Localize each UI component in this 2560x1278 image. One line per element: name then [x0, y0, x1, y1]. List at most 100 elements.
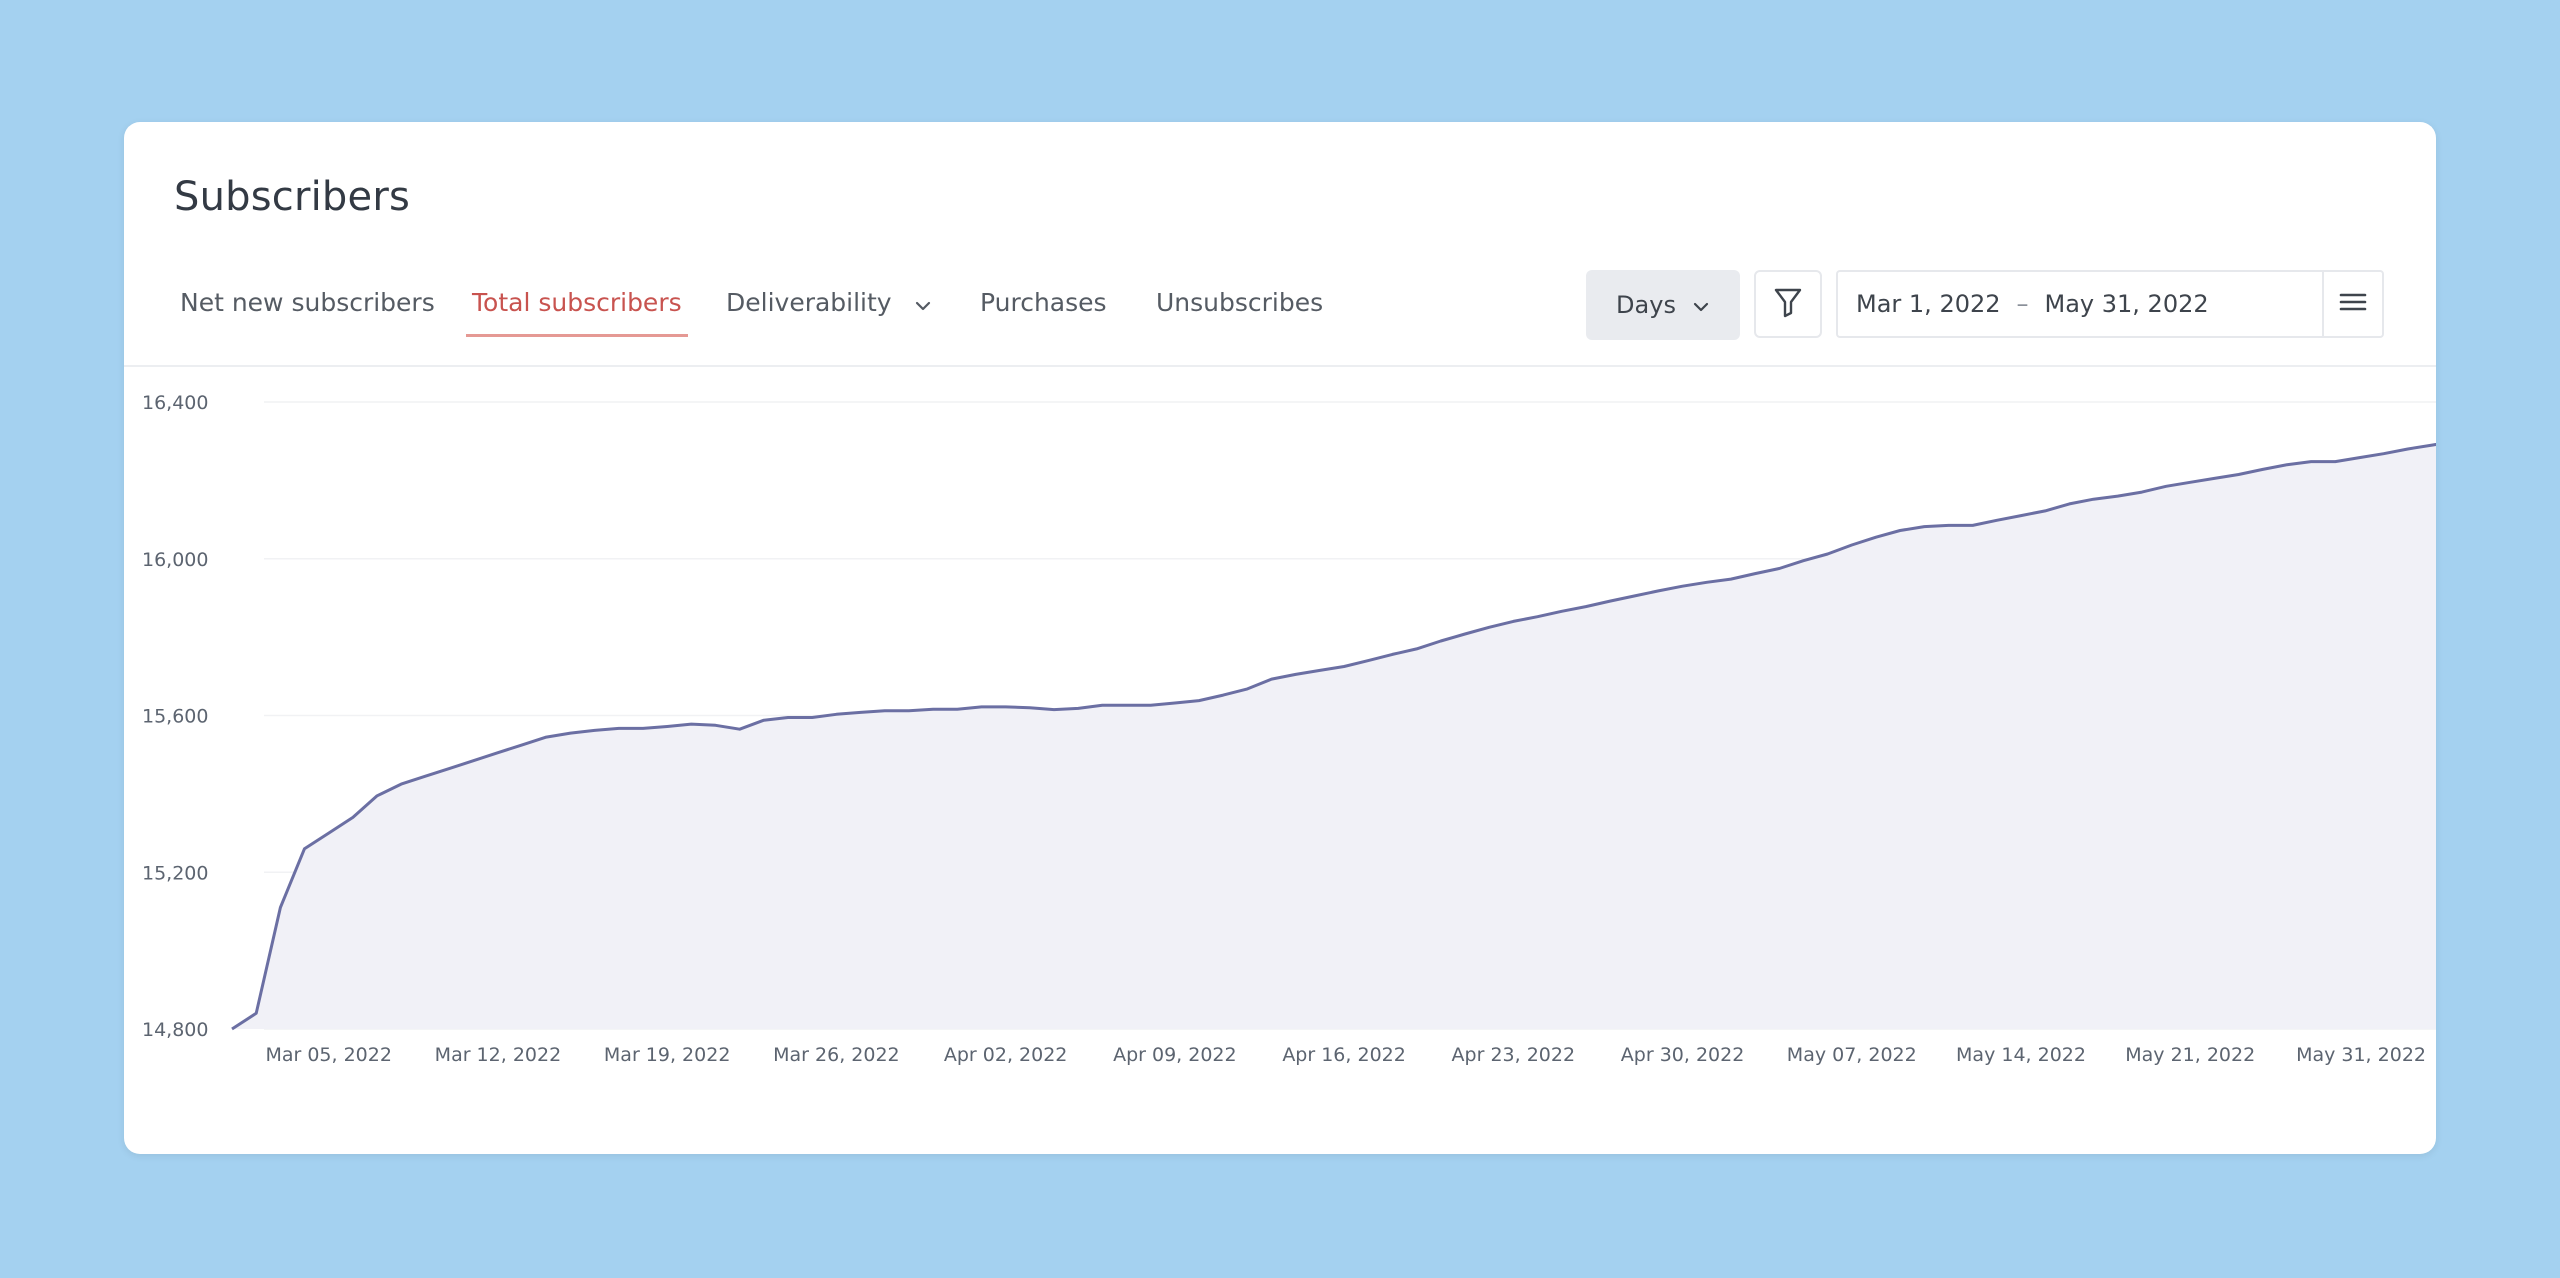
date-range-separator: –: [2016, 290, 2029, 318]
x-tick-label: Mar 26, 2022: [773, 1044, 900, 1066]
data-point: [2237, 473, 2241, 477]
data-point: [1004, 705, 1008, 709]
x-tick-label: Mar 05, 2022: [265, 1044, 392, 1066]
data-point: [1221, 693, 1225, 697]
data-point: [1511, 619, 1515, 623]
data-point: [1681, 584, 1685, 588]
data-point: [327, 831, 331, 835]
data-point: [1898, 529, 1902, 533]
data-point: [1463, 632, 1467, 636]
data-point: [617, 726, 621, 730]
data-point: [1125, 703, 1129, 707]
data-point: [1922, 525, 1926, 529]
data-point: [786, 716, 790, 720]
data-point: [1947, 523, 1951, 527]
data-point: [278, 906, 282, 910]
chevron-down-icon: [914, 271, 932, 337]
data-point: [569, 731, 573, 735]
data-point: [714, 723, 718, 727]
page-title: Subscribers: [174, 174, 411, 220]
data-point: [1487, 625, 1491, 629]
tab-bar: Net new subscribers Total subscribers De…: [124, 270, 2436, 338]
data-point: [1584, 605, 1588, 609]
y-tick-label: 15,200: [142, 862, 208, 884]
x-tick-label: May 31, 2022: [2296, 1044, 2426, 1066]
data-point: [1245, 687, 1249, 691]
data-point: [810, 716, 814, 720]
data-point: [2164, 484, 2168, 488]
tab-deliverability[interactable]: Deliverability: [726, 270, 932, 336]
data-point: [1971, 523, 1975, 527]
data-point: [472, 759, 476, 763]
data-point: [1294, 672, 1298, 676]
date-range-picker[interactable]: Mar 1, 2022 – May 31, 2022: [1836, 270, 2324, 338]
y-tick-label: 14,800: [142, 1019, 208, 1041]
data-point: [1028, 706, 1032, 710]
data-point: [2019, 514, 2023, 518]
data-point: [1753, 572, 1757, 576]
tab-purchases[interactable]: Purchases: [980, 288, 1107, 317]
data-point: [520, 743, 524, 747]
data-point: [1390, 652, 1394, 656]
x-tick-label: Mar 19, 2022: [604, 1044, 731, 1066]
date-range-start: Mar 1, 2022: [1856, 290, 2001, 318]
data-point: [1608, 599, 1612, 603]
data-point: [448, 766, 452, 770]
data-point: [2043, 509, 2047, 513]
x-tick-label: Apr 16, 2022: [1282, 1044, 1406, 1066]
data-point: [303, 847, 307, 851]
data-point: [859, 710, 863, 714]
tab-divider: [124, 365, 2436, 367]
data-point: [2406, 447, 2410, 451]
data-point: [1149, 703, 1153, 707]
chart-menu-button[interactable]: [2322, 270, 2384, 338]
data-point: [907, 709, 911, 713]
data-point: [834, 712, 838, 716]
data-point: [762, 718, 766, 722]
data-point: [1729, 577, 1733, 581]
data-point: [593, 728, 597, 732]
x-tick-label: Apr 23, 2022: [1452, 1044, 1576, 1066]
data-point: [2333, 460, 2337, 464]
granularity-label: Days: [1616, 291, 1676, 319]
tab-total-subscribers[interactable]: Total subscribers: [466, 270, 688, 337]
data-point: [423, 774, 427, 778]
data-point: [1415, 647, 1419, 651]
data-point: [399, 782, 403, 786]
data-point: [2067, 502, 2071, 506]
data-point: [1536, 615, 1540, 619]
data-point: [2212, 476, 2216, 480]
data-point: [1052, 708, 1056, 712]
data-point: [1439, 639, 1443, 643]
subscribers-chart: 14,800 15,200 15,600 16,000 16,400 Mar 05, 20…: [142, 392, 2436, 1066]
data-point: [2309, 460, 2313, 464]
tab-unsubscribes[interactable]: Unsubscribes: [1156, 288, 1324, 317]
data-point: [980, 705, 984, 709]
data-point: [665, 725, 669, 729]
data-point: [2140, 490, 2144, 494]
data-point: [1318, 668, 1322, 672]
data-point: [544, 735, 548, 739]
data-point: [1801, 559, 1805, 563]
data-point: [254, 1011, 258, 1015]
date-range-end: May 31, 2022: [2044, 290, 2209, 318]
data-point: [2092, 497, 2096, 501]
x-tick-label: May 07, 2022: [1787, 1044, 1917, 1066]
data-point: [1656, 589, 1660, 593]
data-point: [1632, 594, 1636, 598]
data-point: [689, 722, 693, 726]
tab-net-new-subscribers[interactable]: Net new subscribers: [180, 288, 435, 317]
x-tick-label: Mar 12, 2022: [435, 1044, 562, 1066]
y-tick-label: 16,400: [142, 392, 208, 414]
data-point: [1270, 677, 1274, 681]
data-point: [1560, 609, 1564, 613]
chevron-down-icon: [1692, 291, 1710, 319]
data-point: [2382, 452, 2386, 456]
data-point: [2116, 494, 2120, 498]
subscribers-card: Subscribers Net new subscribers Total su…: [124, 122, 2436, 1154]
granularity-dropdown[interactable]: Days: [1586, 270, 1740, 340]
data-point: [1173, 701, 1177, 705]
filter-button[interactable]: [1754, 270, 1822, 338]
x-tick-label: Apr 30, 2022: [1621, 1044, 1745, 1066]
data-point: [2285, 463, 2289, 467]
